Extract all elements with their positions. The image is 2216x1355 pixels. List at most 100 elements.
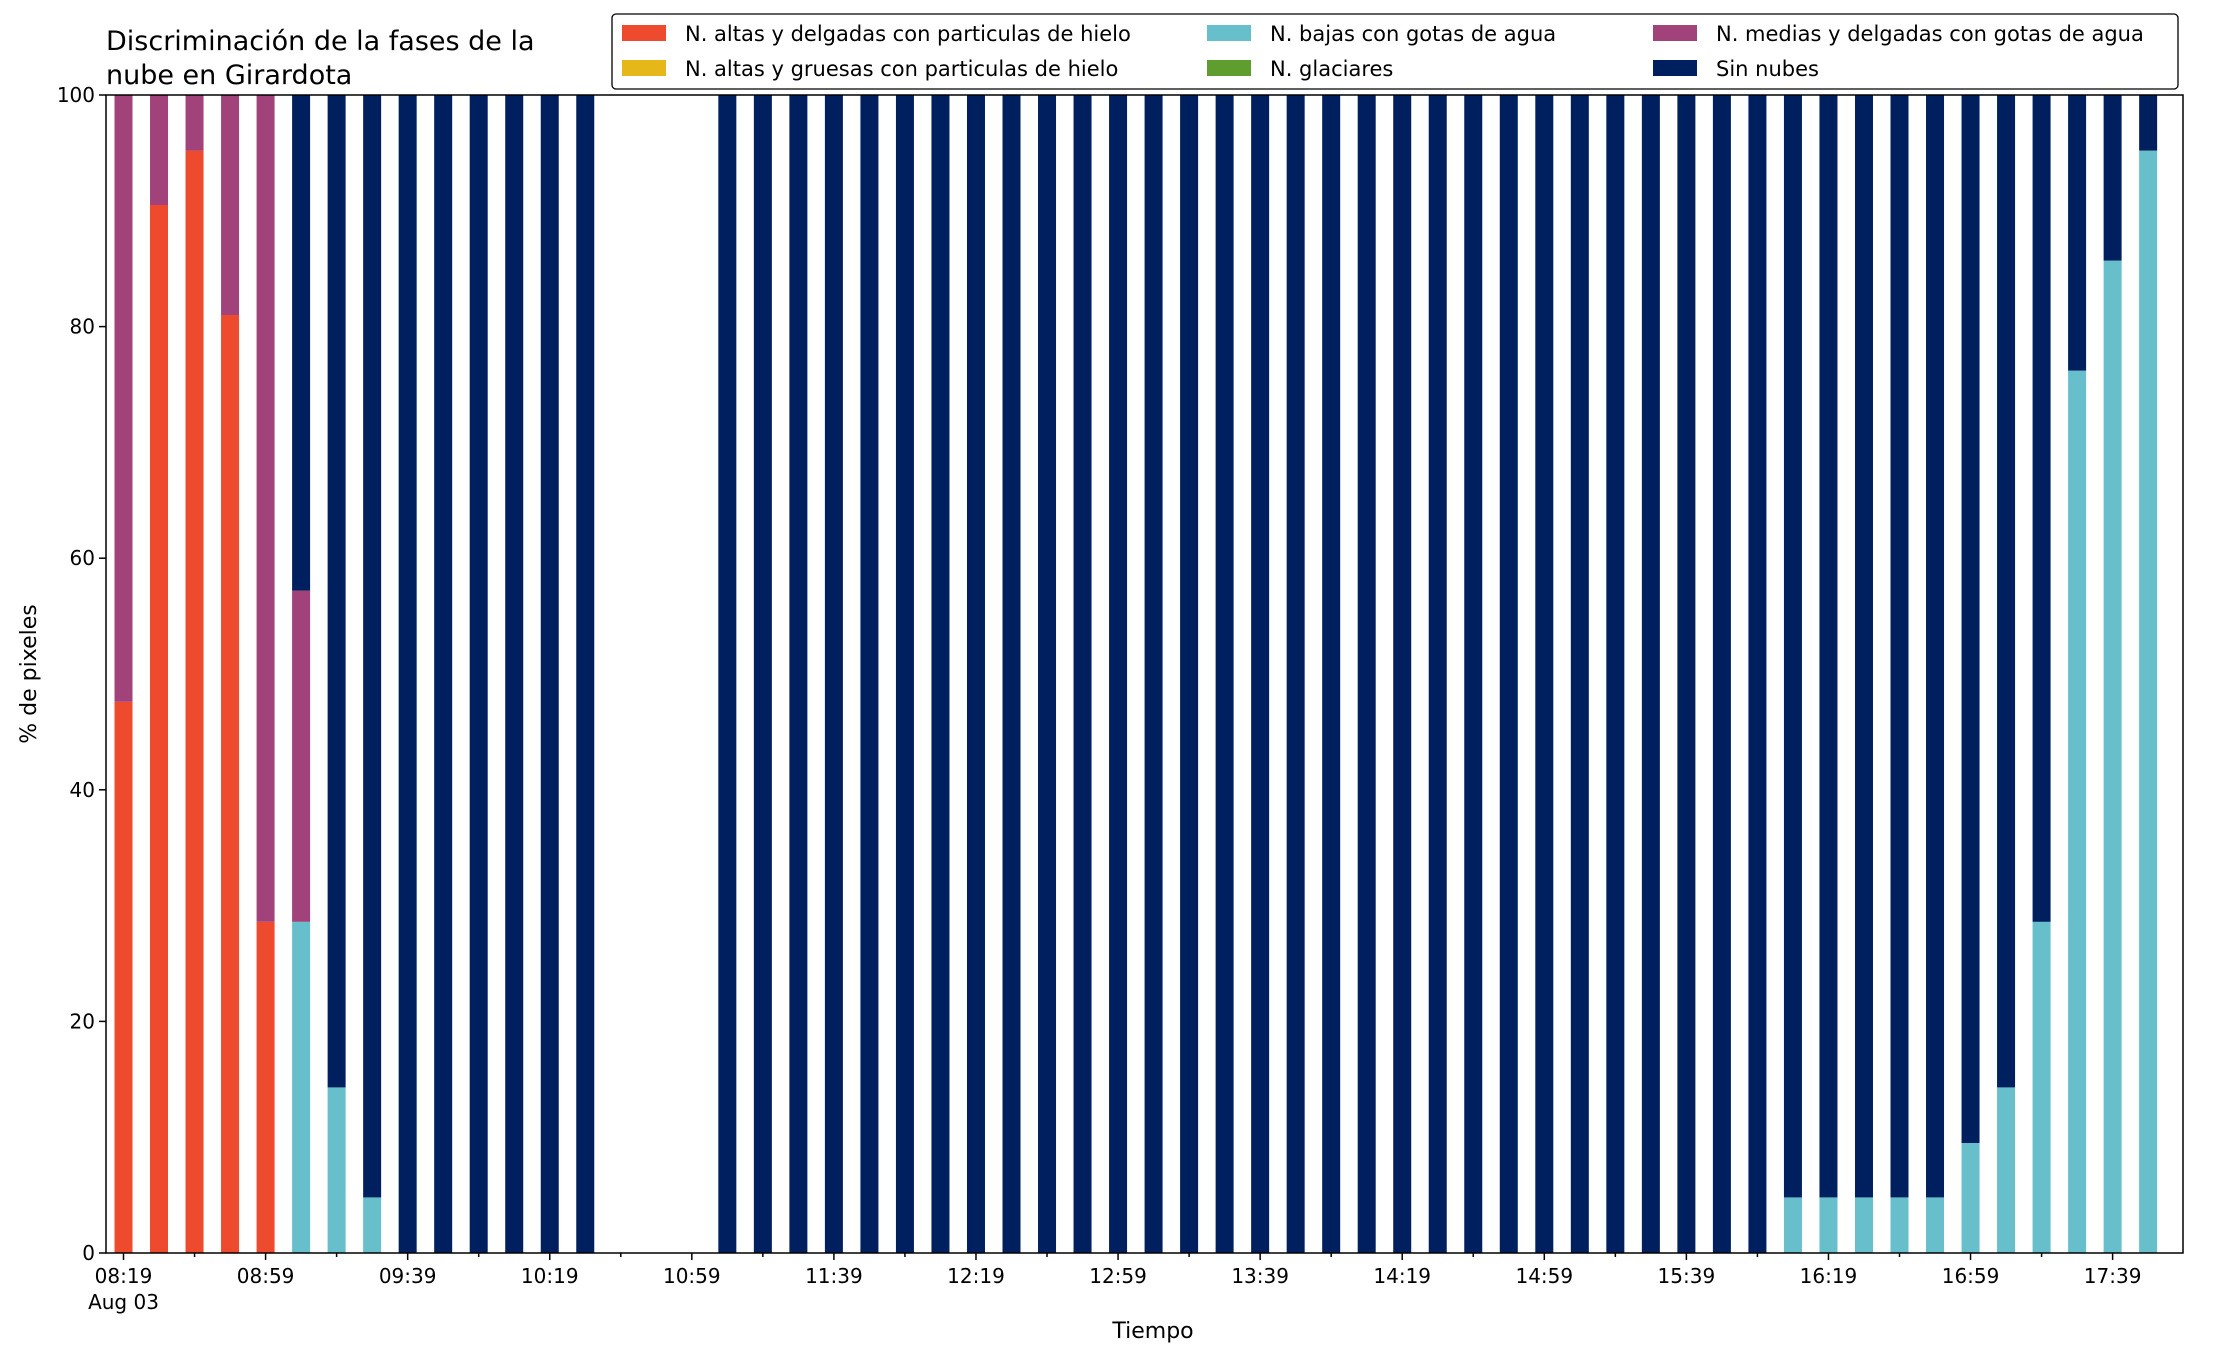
bar-segment-s2-50 [1890,1197,1909,1253]
bar-segment-s2-6 [327,1087,346,1253]
bar-segment-s5-41 [1570,95,1589,1253]
bar-segment-s2-5 [292,921,311,1253]
legend-label: N. altas y gruesas con particulas de hie… [685,57,1118,81]
bar-segment-s5-21 [860,95,879,1253]
plot-frame [105,94,2184,1254]
bar-segment-s5-43 [1641,95,1660,1253]
bar-segment-s2-52 [1961,1142,1980,1253]
x-tick-label: 17:39 [2084,1264,2142,1288]
y-axis: 0 20 40 60 80 100 [57,83,106,1265]
legend-swatch [1653,60,1697,76]
bar-segment-s5-49 [1854,95,1873,1198]
y-tick-label: 80 [70,315,95,339]
legend-label: N. glaciares [1270,57,1393,81]
bar-segment-s2-49 [1854,1197,1873,1253]
bar-segment-s5-53 [1997,95,2016,1088]
bar-segment-s4-0 [114,95,133,702]
x-tick-label: 10:59 [663,1264,721,1288]
bars-group [114,95,2158,1254]
bar-segment-s5-47 [1783,95,1802,1198]
bar-segment-s5-45 [1712,95,1731,1253]
y-tick-label: 40 [70,778,95,802]
x-tick-label: 13:39 [1231,1264,1289,1288]
bar-segment-s5-48 [1819,95,1838,1198]
x-tick-label: 16:59 [1942,1264,2000,1288]
bar-segment-s2-47 [1783,1197,1802,1253]
bar-segment-s5-38 [1464,95,1483,1253]
x-tick-label: 12:19 [947,1264,1005,1288]
bar-segment-s0-0 [114,701,133,1253]
bar-segment-s2-54 [2032,921,2051,1253]
legend-label: N. medias y delgadas con gotas de agua [1716,22,2144,46]
bar-segment-s5-7 [363,95,382,1198]
y-axis-label: % de pixeles [17,604,42,743]
bar-segment-s4-2 [185,95,204,151]
y-tick-label: 0 [82,1241,95,1265]
legend: N. altas y delgadas con particulas de hi… [611,13,2179,90]
bar-segment-s5-39 [1499,95,1518,1253]
bar-segment-s5-30 [1180,95,1199,1253]
bar-segment-s5-51 [1926,95,1945,1198]
x-tick-label: 14:19 [1373,1264,1431,1288]
bar-segment-s5-26 [1038,95,1057,1253]
bar-segment-s0-2 [185,150,204,1254]
x-tick-label: 16:19 [1800,1264,1858,1288]
chart-title: Discriminación de la fases de la nube en… [106,26,543,91]
bar-segment-s5-31 [1215,95,1234,1253]
bar-segment-s2-51 [1926,1197,1945,1253]
legend-swatch [1207,25,1251,41]
bar-segment-s5-36 [1393,95,1412,1253]
bar-segment-s5-28 [1109,95,1128,1253]
x-tick-label: 14:59 [1515,1264,1573,1288]
bar-segment-s5-55 [2068,95,2087,371]
legend-swatch [1653,25,1697,41]
bar-segment-s5-24 [966,95,985,1253]
legend-box [611,13,2179,90]
bar-segment-s4-4 [256,95,275,922]
x-tick-label: 08:19 [95,1264,153,1288]
bar-segment-s5-9 [434,95,453,1253]
bar-segment-s2-57 [2139,150,2158,1254]
y-tick-label: 20 [70,1009,95,1033]
x-tick-label: 11:39 [805,1264,863,1288]
bar-segment-s5-40 [1535,95,1554,1253]
bar-segment-s5-34 [1322,95,1341,1253]
legend-label: N. altas y delgadas con particulas de hi… [685,22,1131,46]
bar-segment-s2-53 [1997,1087,2016,1253]
x-tick-label: 12:59 [1089,1264,1147,1288]
bar-segment-s5-56 [2103,95,2122,261]
legend-swatch [1207,60,1251,76]
bar-segment-s4-5 [292,590,311,922]
x-tick-sublabel: Aug 03 [88,1290,159,1314]
bar-segment-s5-37 [1428,95,1447,1253]
bar-segment-s5-54 [2032,95,2051,922]
x-tick-label: 10:19 [521,1264,579,1288]
y-tick-label: 60 [70,546,95,570]
bar-segment-s5-25 [1002,95,1021,1253]
legend-label: Sin nubes [1716,57,1819,81]
bar-segment-s5-13 [576,95,595,1253]
bar-segment-s5-32 [1251,95,1270,1253]
bar-segment-s5-5 [292,95,311,591]
x-tick-label: 09:39 [379,1264,437,1288]
bar-segment-s5-57 [2139,95,2158,151]
bar-segment-s5-27 [1073,95,1092,1253]
bar-segment-s5-6 [327,95,346,1088]
bar-segment-s4-1 [150,95,169,206]
bar-segment-s5-19 [789,95,808,1253]
bar-segment-s5-17 [718,95,737,1253]
bar-segment-s5-46 [1748,95,1767,1253]
bar-segment-s0-4 [256,921,275,1253]
x-tick-label: 08:59 [237,1264,295,1288]
legend-swatch [622,60,666,76]
bar-segment-s5-18 [753,95,772,1253]
legend-label: N. bajas con gotas de agua [1270,22,1556,46]
bar-segment-s5-52 [1961,95,1980,1143]
bar-segment-s5-42 [1606,95,1625,1253]
bar-segment-s5-20 [824,95,843,1253]
bar-segment-s5-33 [1286,95,1305,1253]
bar-segment-s5-35 [1357,95,1376,1253]
bar-segment-s2-7 [363,1197,382,1253]
bar-segment-s5-23 [931,95,950,1253]
